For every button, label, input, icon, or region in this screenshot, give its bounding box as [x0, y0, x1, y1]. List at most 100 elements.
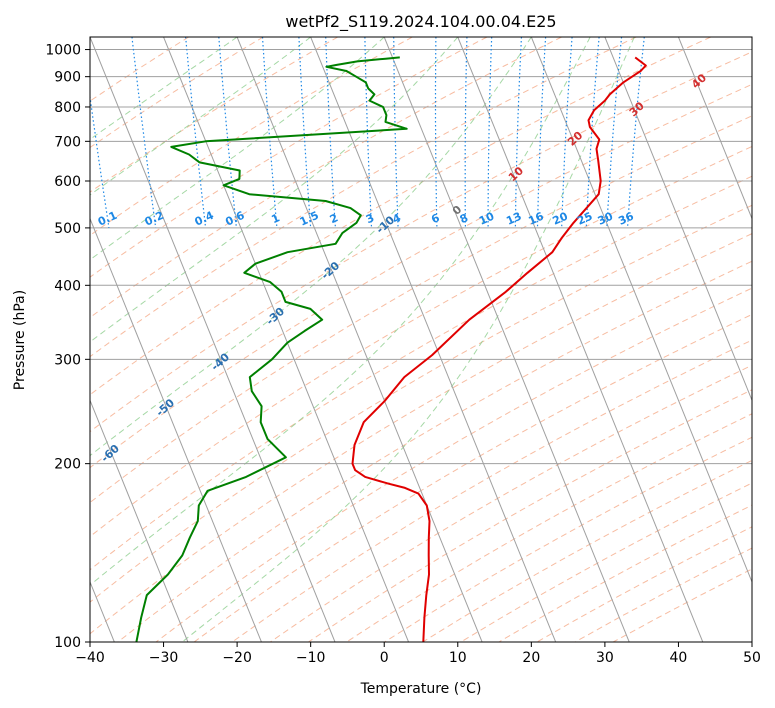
dry-adiabat [498, 504, 752, 642]
x-tick-label: 20 [522, 650, 540, 666]
mixing-ratio-line [536, 37, 547, 228]
isotherm-line [530, 37, 752, 584]
isotherm-label: -20 [319, 259, 343, 282]
grid-layer [90, 37, 752, 642]
chart-title: wetPf2_S119.2024.104.00.04.E25 [285, 12, 556, 32]
x-tick-label: 40 [670, 650, 688, 666]
mixing-ratio-label: 1 [269, 211, 281, 226]
label-layer: 0.1 0.2 0.4 0.6 1 1.5 2 3 4 6 8 10 13 16 20 25 30 36-60-5… [96, 71, 709, 465]
isotherm-line [457, 37, 704, 642]
dry-adiabat [346, 413, 752, 642]
dry-adiabat [90, 51, 752, 433]
isotherm-label: -40 [209, 350, 233, 373]
isotherm-line [236, 37, 483, 642]
x-tick-label: −10 [296, 650, 326, 666]
mixing-ratio-line [464, 37, 468, 228]
y-tick-label: 300 [54, 352, 81, 368]
mixing-ratio-line [626, 37, 645, 228]
dry-adiabat [90, 37, 712, 396]
mixing-ratio-label: 10 [477, 210, 497, 228]
moist-adiabat [90, 37, 532, 457]
data-layer [135, 56, 647, 642]
mixing-ratio-label: 6 [429, 211, 442, 226]
x-tick-label: −40 [75, 650, 105, 666]
x-tick-label: −20 [222, 650, 252, 666]
plot-frame [89, 36, 753, 643]
dry-adiabat [90, 204, 752, 603]
dry-adiabat [90, 115, 752, 504]
mixing-ratio-label: 30 [596, 210, 616, 228]
y-tick-label: 800 [54, 100, 81, 116]
dry-adiabat [270, 364, 752, 642]
y-tick-label: 700 [54, 134, 81, 150]
temperature-profile [351, 56, 647, 642]
x-tick-label: 50 [743, 650, 761, 666]
mixing-ratio-label: 13 [504, 210, 523, 228]
mixing-ratio-label: 1.5 [298, 209, 321, 229]
isotherm-label: -50 [154, 396, 178, 419]
mixing-ratio-label: 0.4 [193, 209, 216, 229]
mixing-ratio-line [606, 37, 623, 228]
x-tick-label: 10 [449, 650, 467, 666]
isotherm-label-warm: 40 [689, 71, 709, 91]
mixing-ratio-line [561, 37, 573, 228]
mixing-ratio-line [364, 37, 373, 228]
y-tick-label: 100 [54, 635, 81, 651]
moist-adiabat [90, 37, 385, 261]
moist-adiabat [181, 37, 635, 642]
isotherm-line [604, 37, 752, 402]
dry-adiabat [90, 37, 562, 319]
dry-adiabat [90, 37, 413, 236]
isotherm-line [751, 37, 752, 39]
x-tick-label: 0 [380, 650, 389, 666]
mixing-ratio-line [434, 37, 438, 228]
axis-layer: −40 −30 −20 −10 0 10 20 30 40 5010020030040050060… [45, 43, 761, 666]
dry-adiabat [90, 37, 637, 358]
y-tick-label: 200 [54, 457, 81, 473]
dry-adiabat [231, 339, 752, 642]
y-axis-label: Pressure (hPa) [12, 290, 28, 390]
mixing-ratio-label: 20 [551, 210, 571, 228]
dry-adiabat [422, 459, 752, 642]
dry-adiabat [574, 547, 752, 642]
y-tick-label: 900 [54, 70, 81, 86]
isotherm-label: -30 [264, 305, 288, 328]
dry-adiabat [90, 37, 189, 102]
isotherm-line [90, 217, 262, 642]
isotherm-line [310, 37, 557, 642]
isotherm-line [90, 37, 336, 642]
mixing-ratio-label: 3 [364, 211, 376, 226]
dewpoint-profile [135, 56, 408, 642]
dry-adiabat [90, 37, 488, 278]
y-tick-label: 1000 [45, 43, 81, 59]
dry-adiabat [90, 175, 752, 571]
x-axis-label: Temperature (°C) [360, 681, 482, 697]
mixing-ratio-line [185, 37, 207, 228]
y-tick-label: 400 [54, 278, 81, 294]
isotherm-line [677, 37, 752, 220]
mixing-ratio-label: 25 [575, 210, 594, 228]
y-tick-label: 600 [54, 174, 81, 190]
x-tick-label: 30 [596, 650, 614, 666]
dry-adiabat [90, 37, 264, 149]
dry-adiabat [193, 313, 752, 642]
moist-adiabat [90, 37, 591, 586]
moist-adiabat [90, 37, 238, 140]
dry-adiabat [155, 287, 752, 642]
dry-adiabat [117, 260, 752, 642]
mixing-ratio-label: 0.6 [223, 209, 246, 229]
dry-adiabat [612, 568, 752, 642]
moist-adiabat [90, 37, 459, 343]
mixing-ratio-label: 2 [328, 211, 340, 226]
isotherm-label: -60 [99, 442, 123, 465]
mixing-ratio-line [487, 37, 493, 228]
dry-adiabat [90, 37, 339, 193]
mixing-ratio-label: 36 [616, 210, 636, 228]
mixing-ratio-line [90, 92, 110, 228]
y-tick-label: 500 [54, 221, 81, 237]
mixing-ratio-label: 0.2 [143, 209, 166, 229]
mixing-ratio-label: 16 [526, 210, 546, 228]
mixing-ratio-line [261, 37, 278, 228]
isotherm-line [163, 37, 410, 642]
